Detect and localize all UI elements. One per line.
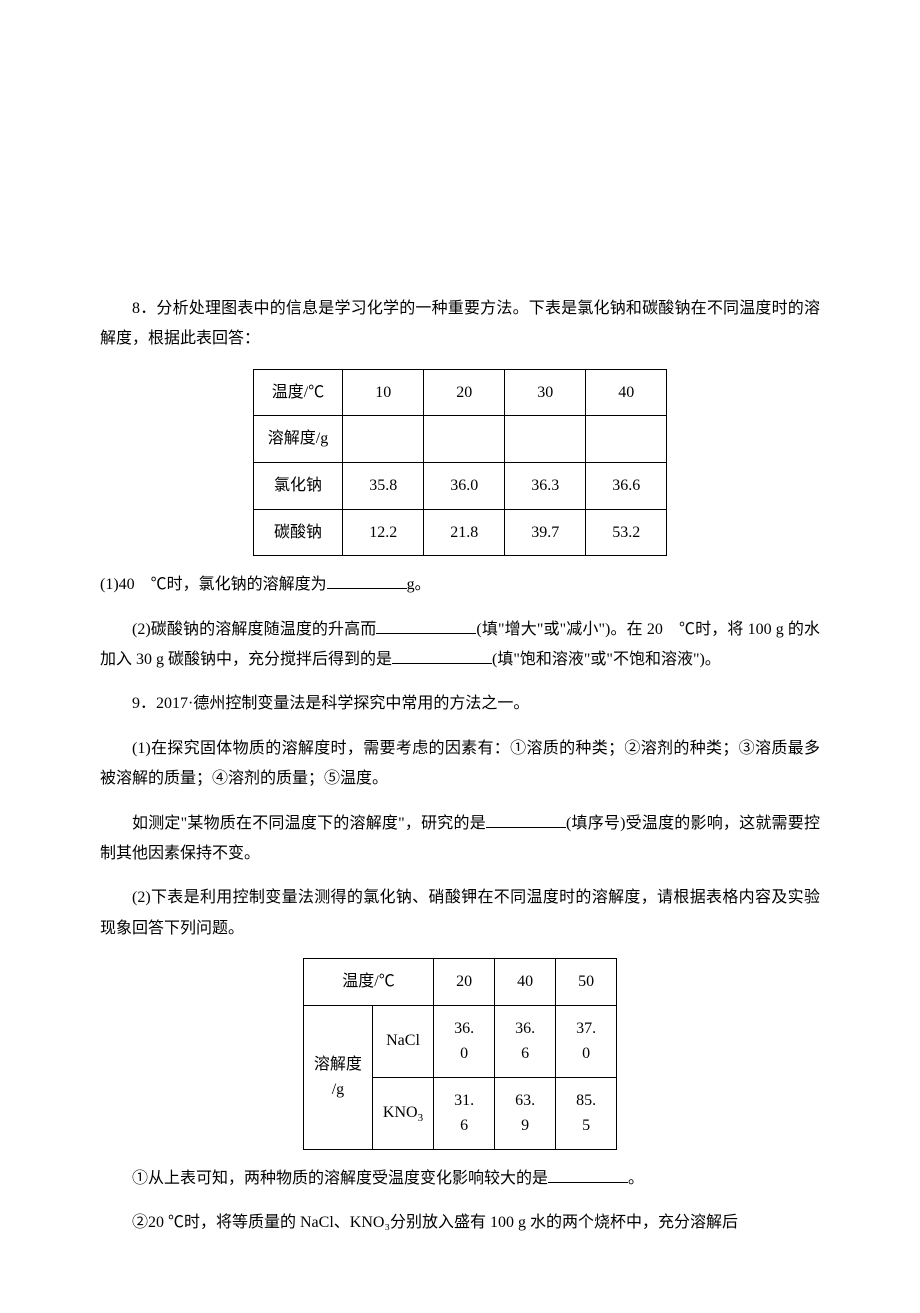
- v: 63.: [515, 1092, 535, 1109]
- q9-s1: ①从上表可知，两种物质的溶解度受温度变化影响较大的是 。: [100, 1164, 820, 1194]
- q8-th-temp: 温度/℃: [253, 369, 342, 416]
- q9-sol-a: 溶解度: [314, 1056, 362, 1073]
- q9-stem: 9．2017·德州控制变量法是科学探究中常用的方法之一。: [100, 689, 820, 719]
- cell: 85.5: [556, 1077, 617, 1149]
- q9-p2-a: 如测定"某物质在不同温度下的溶解度"，研究的是: [132, 815, 486, 832]
- q9-p1: (1)在探究固体物质的溶解度时，需要考虑的因素有：①溶质的种类；②溶剂的种类；③…: [100, 734, 820, 795]
- table-row: 溶解度 /g NaCl 36.0 36.6 37.0: [303, 1005, 616, 1077]
- blank[interactable]: [376, 617, 476, 634]
- cell: 36.3: [505, 462, 586, 509]
- blank[interactable]: [548, 1166, 628, 1183]
- cell: 36.0: [434, 1005, 495, 1077]
- cell: [505, 416, 586, 463]
- v: 36.: [515, 1020, 535, 1037]
- v: 37.: [576, 1020, 596, 1037]
- table-row: 氯化钠 35.8 36.0 36.3 36.6: [253, 462, 666, 509]
- kno3-sub: 3: [418, 1112, 424, 1124]
- cell: 31.6: [434, 1077, 495, 1149]
- cell: 21.8: [424, 509, 505, 556]
- q8-sub1-b: g。: [407, 576, 431, 593]
- v: 0: [460, 1045, 468, 1062]
- blank[interactable]: [327, 572, 407, 589]
- kno3-t: KNO: [383, 1104, 418, 1121]
- q8-nacl-label: 氯化钠: [253, 462, 342, 509]
- q8-t-30: 30: [505, 369, 586, 416]
- v: 6: [521, 1045, 529, 1062]
- cell: [586, 416, 667, 463]
- q8-table: 温度/℃ 10 20 30 40 溶解度/g 氯化钠 35.8 36.0 36.…: [253, 369, 667, 556]
- q9-nacl-label: NaCl: [372, 1005, 433, 1077]
- q8-stem: 8．分析处理图表中的信息是学习化学的一种重要方法。下表是氯化钠和碳酸钠在不同温度…: [100, 294, 820, 355]
- cell: 35.8: [343, 462, 424, 509]
- v: 6: [460, 1117, 468, 1134]
- q8-sub2: (2)碳酸钠的溶解度随温度的升高而(填"增大"或"减小")。在 20 ℃时，将 …: [100, 615, 820, 676]
- cell: 63.9: [495, 1077, 556, 1149]
- q9-th-temp: 温度/℃: [303, 959, 433, 1006]
- cell: 12.2: [343, 509, 424, 556]
- v: 31.: [454, 1092, 474, 1109]
- cell: 36.6: [495, 1005, 556, 1077]
- q8-th-sol: 溶解度/g: [253, 416, 342, 463]
- q9-s2: ②20 ℃时，将等质量的 NaCl、KNO₃分别放入盛有 100 g 水的两个烧…: [100, 1208, 820, 1238]
- cell: 39.7: [505, 509, 586, 556]
- q8-sub2-c: (填"饱和溶液"或"不饱和溶液")。: [492, 651, 721, 668]
- cell: 37.0: [556, 1005, 617, 1077]
- q9-p3: (2)下表是利用控制变量法测得的氯化钠、硝酸钾在不同温度时的溶解度，请根据表格内…: [100, 883, 820, 944]
- q9-t-50: 50: [556, 959, 617, 1006]
- cell: [343, 416, 424, 463]
- cell: 36.6: [586, 462, 667, 509]
- v: 36.: [454, 1020, 474, 1037]
- q9-s1-a: ①从上表可知，两种物质的溶解度受温度变化影响较大的是: [132, 1170, 548, 1187]
- q9-table: 温度/℃ 20 40 50 溶解度 /g NaCl 36.0 36.6 37.0…: [303, 958, 617, 1150]
- v: 9: [521, 1117, 529, 1134]
- table-row: 碳酸钠 12.2 21.8 39.7 53.2: [253, 509, 666, 556]
- q8-t-20: 20: [424, 369, 505, 416]
- q8-t-10: 10: [343, 369, 424, 416]
- q8-sub1: (1)40 ℃时，氯化钠的溶解度为 g。: [100, 570, 820, 600]
- cell: 53.2: [586, 509, 667, 556]
- q9-p2: 如测定"某物质在不同温度下的溶解度"，研究的是(填序号)受温度的影响，这就需要控…: [100, 809, 820, 870]
- q8-t-40: 40: [586, 369, 667, 416]
- q8-sub2-a: (2)碳酸钠的溶解度随温度的升高而: [132, 621, 376, 638]
- q9-t-20: 20: [434, 959, 495, 1006]
- blank[interactable]: [392, 647, 492, 664]
- q9-t-40: 40: [495, 959, 556, 1006]
- q8-sub1-a: (1)40 ℃时，氯化钠的溶解度为: [100, 576, 327, 593]
- v: 85.: [576, 1092, 596, 1109]
- q8-na2co3-label: 碳酸钠: [253, 509, 342, 556]
- table-row: 温度/℃ 20 40 50: [303, 959, 616, 1006]
- v: 0: [582, 1045, 590, 1062]
- v: 5: [582, 1117, 590, 1134]
- q9-s1-b: 。: [628, 1170, 644, 1187]
- q9-kno3-label: KNO3: [372, 1077, 433, 1149]
- table-row: 溶解度/g: [253, 416, 666, 463]
- q9-sol-b: /g: [332, 1081, 344, 1098]
- cell: [424, 416, 505, 463]
- cell: 36.0: [424, 462, 505, 509]
- table-row: 温度/℃ 10 20 30 40: [253, 369, 666, 416]
- blank[interactable]: [486, 811, 566, 828]
- q9-th-sol: 溶解度 /g: [303, 1005, 372, 1149]
